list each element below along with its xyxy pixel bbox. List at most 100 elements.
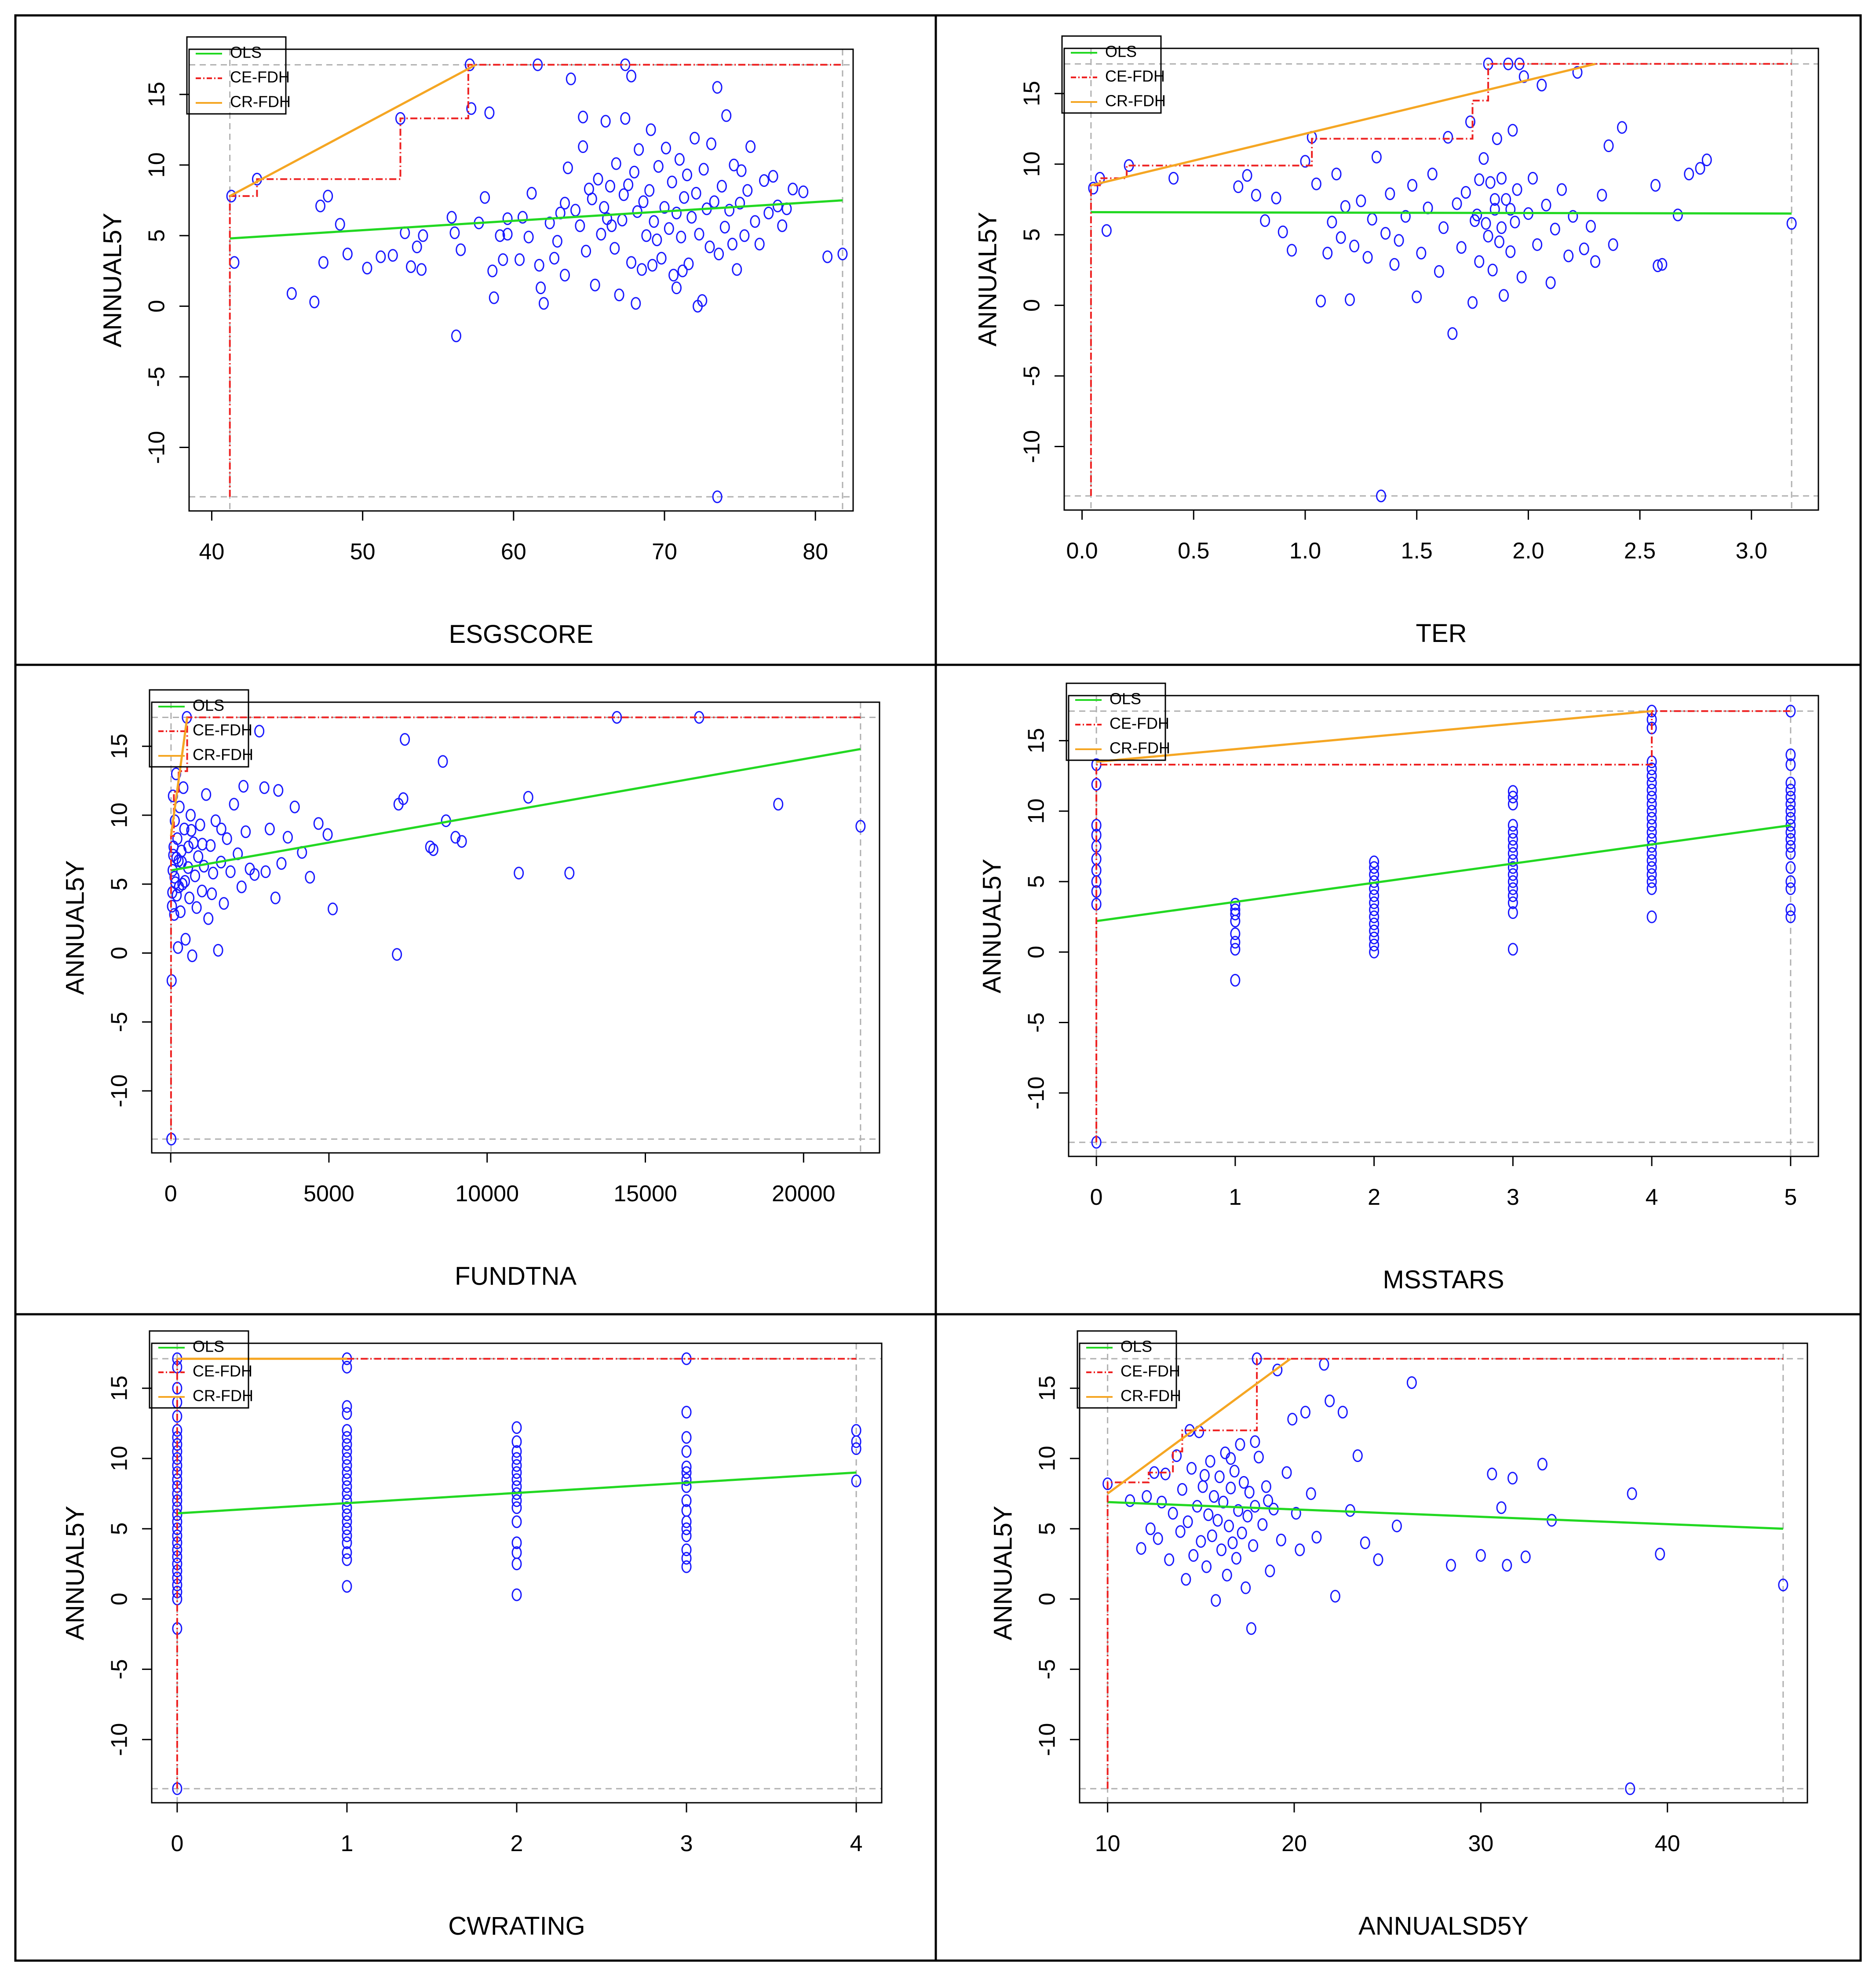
- data-point: [1646, 861, 1657, 874]
- legend-label: CR-FDH: [230, 93, 291, 111]
- data-point: [511, 1494, 522, 1507]
- y-tick-label: 5: [1035, 1522, 1060, 1535]
- data-point: [596, 228, 606, 241]
- data-point: [1502, 1559, 1512, 1572]
- data-point: [1230, 903, 1241, 916]
- x-tick-label: 20000: [772, 1181, 836, 1207]
- data-point: [1532, 238, 1543, 251]
- x-tick-label: 3: [1507, 1185, 1519, 1210]
- data-point: [681, 1466, 692, 1479]
- data-point: [1507, 882, 1518, 895]
- y-axis-label: ANNUAL5Y: [989, 1506, 1017, 1640]
- data-point: [1201, 1560, 1212, 1573]
- data-point: [1407, 179, 1418, 192]
- data-point: [241, 825, 251, 839]
- legend-label: CR-FDH: [193, 1387, 253, 1405]
- data-point: [418, 229, 428, 242]
- data-point: [1528, 171, 1538, 185]
- data-point: [1287, 1413, 1298, 1426]
- data-point: [197, 884, 207, 897]
- data-point: [438, 755, 448, 768]
- data-point: [1627, 1487, 1637, 1500]
- data-point: [1646, 875, 1657, 888]
- chart-panel-msstars: 0 1 2 3 4 5 -10 -5 0 5 10 15 MSSTARS ANNUAL5Y OLS CE-FD…: [934, 664, 1862, 1316]
- x-axis-label: TER: [1416, 619, 1467, 648]
- data-point: [1091, 819, 1102, 832]
- data-point: [1295, 1543, 1305, 1557]
- data-point: [1507, 1472, 1518, 1485]
- data-point: [768, 170, 778, 183]
- data-point: [1389, 258, 1400, 271]
- cr-fdh-line: [170, 717, 189, 836]
- data-point: [169, 908, 179, 921]
- data-point: [1597, 189, 1607, 202]
- data-point: [1330, 1590, 1340, 1603]
- y-tick-label: 15: [144, 82, 170, 107]
- x-tick-label: 3.0: [1736, 538, 1767, 564]
- legend: OLS CE-FDH CR-FDH: [149, 1330, 253, 1409]
- data-point: [1785, 777, 1796, 790]
- data-point: [1229, 1465, 1240, 1478]
- data-point: [201, 788, 212, 801]
- data-point: [727, 237, 737, 251]
- data-point: [721, 109, 732, 122]
- data-point: [1325, 1394, 1335, 1407]
- data-point: [511, 1546, 522, 1559]
- data-point: [511, 1501, 522, 1514]
- data-point: [207, 887, 217, 901]
- data-point: [342, 1431, 352, 1444]
- plot-box: [1063, 47, 1819, 511]
- data-point: [1230, 943, 1241, 956]
- chart-panel-esgscore: 40 50 60 70 80 -10 -5 0 5 10 15 ESGSCORE ANNUAL5Y OLS…: [14, 14, 937, 666]
- data-point: [412, 241, 422, 254]
- cr-fdh-line: [229, 64, 477, 197]
- data-point: [260, 865, 271, 879]
- data-point: [392, 948, 402, 961]
- data-point: [1291, 1507, 1301, 1520]
- data-point: [1101, 224, 1112, 237]
- data-point: [1695, 162, 1705, 175]
- data-point: [210, 814, 221, 828]
- data-point: [590, 278, 600, 292]
- data-point: [626, 256, 637, 269]
- data-point: [1311, 177, 1321, 190]
- data-point: [511, 1473, 522, 1486]
- data-point: [1507, 819, 1518, 832]
- y-tick-label: -10: [144, 431, 170, 464]
- data-point: [1507, 840, 1518, 853]
- data-point: [1785, 758, 1796, 771]
- data-point: [323, 190, 333, 203]
- data-point: [777, 219, 788, 232]
- data-point: [610, 242, 620, 255]
- data-point: [1487, 1467, 1497, 1480]
- data-point: [1287, 244, 1297, 257]
- legend-label: CR-FDH: [1120, 1387, 1181, 1405]
- data-point: [517, 211, 528, 224]
- data-point: [679, 191, 690, 204]
- data-point: [1496, 221, 1507, 234]
- data-point: [1168, 1507, 1178, 1520]
- data-point: [1253, 1451, 1264, 1464]
- data-point: [1125, 1494, 1135, 1507]
- data-point: [1376, 489, 1387, 503]
- data-point: [273, 784, 284, 797]
- data-point: [1470, 214, 1480, 227]
- y-tick-label: 5: [1019, 228, 1045, 241]
- data-point: [1181, 1573, 1191, 1586]
- data-point: [759, 174, 770, 187]
- data-point: [631, 297, 641, 310]
- data-point: [623, 178, 634, 191]
- data-point: [1507, 868, 1518, 881]
- data-point: [449, 226, 460, 239]
- data-point: [1646, 805, 1657, 818]
- data-point: [1230, 936, 1241, 949]
- data-point: [566, 72, 576, 85]
- data-point: [681, 1560, 692, 1573]
- data-point: [1646, 798, 1657, 811]
- data-point: [1369, 938, 1380, 952]
- data-point: [745, 140, 756, 153]
- data-point: [772, 199, 783, 212]
- data-point: [172, 1508, 182, 1521]
- data-point: [606, 219, 617, 232]
- data-point: [1494, 235, 1504, 248]
